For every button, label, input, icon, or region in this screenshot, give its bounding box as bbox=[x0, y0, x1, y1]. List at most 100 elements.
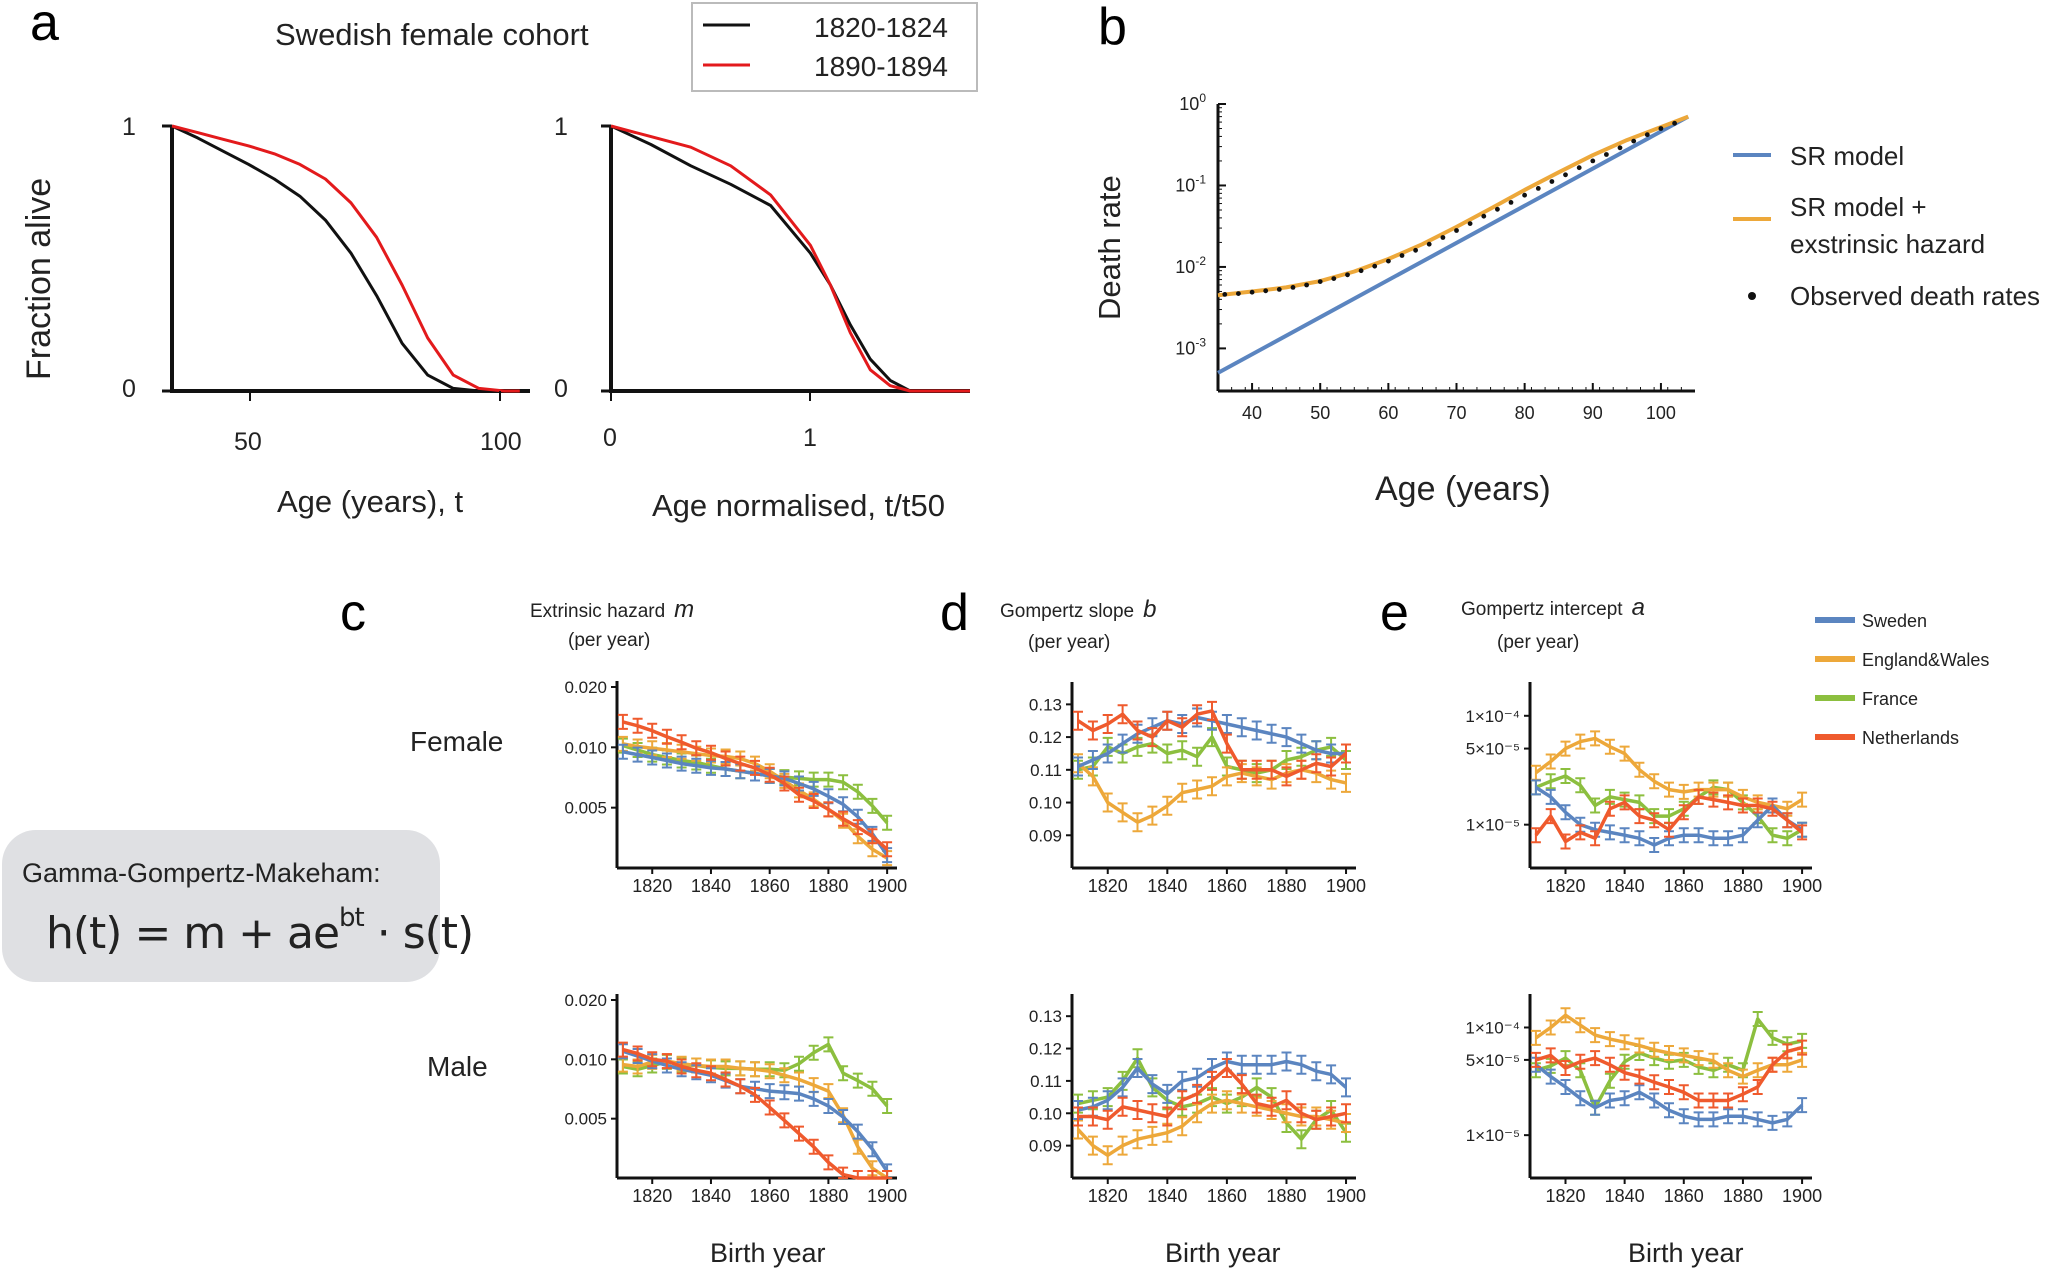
e-female-errorbar-Netherlands bbox=[1782, 812, 1793, 829]
c-female-errorbar-Netherlands bbox=[838, 810, 849, 827]
formula-sup: bt bbox=[339, 903, 365, 934]
e-female-errorbar-England&Wales bbox=[1545, 753, 1556, 770]
b-xtick-label-60: 60 bbox=[1378, 403, 1398, 423]
e-female-errorbar-Netherlands bbox=[1693, 788, 1704, 805]
e-male-series-England&Wales bbox=[1530, 1007, 1808, 1085]
b-observed-point bbox=[1331, 276, 1337, 281]
e-male-errorbar-England&Wales bbox=[1530, 1029, 1541, 1046]
panel-a-right-ytick-0: 0 bbox=[554, 375, 568, 403]
birth-year-label-e: Birth year bbox=[1628, 1238, 1744, 1268]
e-female-ytick-label-1: 5×10⁻⁵ bbox=[1466, 740, 1520, 759]
d-female-errorbar-England&Wales bbox=[1207, 776, 1217, 797]
d-female-errorbar-Netherlands bbox=[1221, 733, 1232, 754]
c-male-errorbar-France bbox=[852, 1072, 863, 1089]
d-female-errorbar-France bbox=[1177, 740, 1188, 761]
panel-a-left-xtick-50: 50 bbox=[234, 428, 262, 456]
panel-a-title: Swedish female cohort bbox=[275, 17, 589, 52]
panel-a-right-xtick-0: 0 bbox=[603, 424, 617, 452]
b-observed-point bbox=[1290, 285, 1296, 290]
b-line-sr-model bbox=[1217, 114, 1690, 375]
d-female-errorbar-England&Wales bbox=[1177, 782, 1188, 803]
b-observed-point bbox=[1590, 158, 1596, 164]
e-female-errorbar-Netherlands bbox=[1708, 791, 1719, 808]
header-d-text: Gompertz slope bbox=[1000, 601, 1134, 622]
d-female-errorbar-Netherlands bbox=[1236, 759, 1247, 780]
panel-letter-a: a bbox=[30, 0, 59, 52]
c-male-xtick-label-1820: 1820 bbox=[632, 1186, 672, 1206]
b-observed-point bbox=[1631, 138, 1637, 144]
d-male-series-Sweden bbox=[1073, 1051, 1351, 1120]
c-male-ytick-label-1: 0.010 bbox=[564, 1050, 607, 1069]
e-female-errorbar-Sweden bbox=[1560, 804, 1571, 821]
b-observed-point bbox=[1304, 282, 1309, 288]
a-left-line-1890-1894 bbox=[171, 124, 520, 393]
e-male-errorbar-Sweden bbox=[1619, 1090, 1630, 1107]
d-male-errorbar-England&Wales bbox=[1177, 1116, 1188, 1137]
e-female-errorbar-Netherlands bbox=[1678, 804, 1689, 821]
d-female-errorbar-Sweden bbox=[1073, 756, 1083, 777]
d-female-errorbar-Netherlands bbox=[1073, 710, 1083, 731]
e-male-errorbar-Sweden bbox=[1590, 1099, 1601, 1116]
e-female-errorbar-England&Wales bbox=[1575, 733, 1586, 750]
a-right-line-1820-1824 bbox=[610, 124, 970, 393]
c-female-ytick-label-0: 0.005 bbox=[564, 799, 607, 818]
c-female-errorbar-Netherlands bbox=[867, 828, 878, 845]
b-xtick-label-50: 50 bbox=[1310, 403, 1330, 423]
c-female-errorbar-Netherlands bbox=[647, 722, 658, 739]
d-female-errorbar-Netherlands bbox=[1326, 756, 1337, 777]
e-female-errorbar-England&Wales bbox=[1678, 783, 1689, 800]
e-male-errorbar-Netherlands bbox=[1782, 1043, 1793, 1060]
e-female-errorbar-Sweden bbox=[1693, 827, 1704, 844]
c-male-series-Netherlands bbox=[617, 1041, 893, 1180]
c-male-errorbar-Sweden bbox=[779, 1084, 790, 1101]
c-female-errorbar-Netherlands bbox=[764, 766, 775, 783]
b-observed-point bbox=[1386, 258, 1391, 264]
d-female-errorbar-Netherlands bbox=[1147, 727, 1158, 748]
c-male-errorbar-Sweden bbox=[794, 1085, 804, 1102]
d-female-errorbar-France bbox=[1162, 743, 1173, 764]
panel-a-left-xlabel: Age (years), t bbox=[277, 484, 463, 519]
e-male-errorbar-Sweden bbox=[1634, 1084, 1645, 1101]
d-female-errorbar-Netherlands bbox=[1087, 720, 1098, 741]
c-female-errorbar-Netherlands bbox=[794, 786, 804, 803]
e-female-errorbar-Sweden bbox=[1649, 837, 1660, 853]
e-male-errorbar-Netherlands bbox=[1752, 1079, 1763, 1095]
d-female-errorbar-Netherlands bbox=[1102, 714, 1113, 734]
c-male-errorbar-France bbox=[867, 1080, 878, 1097]
e-female-errorbar-Netherlands bbox=[1530, 827, 1541, 844]
panel-a-left-xlabel-text: Age (years), t bbox=[277, 484, 463, 519]
d-female-ytick-label-1: 0.10 bbox=[1029, 794, 1062, 813]
d-female-errorbar-Netherlands bbox=[1311, 753, 1322, 774]
b-observed-point bbox=[1563, 172, 1568, 178]
e-female-errorbar-Sweden bbox=[1530, 779, 1541, 796]
c-female-errorbar-Sweden bbox=[706, 759, 716, 776]
b-observed-point bbox=[1549, 179, 1555, 184]
e-female-xtick-label-1900: 1900 bbox=[1782, 876, 1822, 896]
e-female-xtick-label-1820: 1820 bbox=[1545, 876, 1585, 896]
c-male-xtick-label-1880: 1880 bbox=[808, 1186, 848, 1206]
e-male-errorbar-England&Wales bbox=[1604, 1031, 1615, 1048]
e-male-errorbar-England&Wales bbox=[1545, 1019, 1556, 1036]
d-male-errorbar-Sweden bbox=[1266, 1054, 1277, 1075]
d-female-errorbar-Sweden bbox=[1296, 733, 1307, 754]
e-male-errorbar-Netherlands bbox=[1693, 1092, 1704, 1109]
d-male-errorbar-Netherlands bbox=[1236, 1074, 1247, 1095]
c-female-xtick-label-1820: 1820 bbox=[632, 876, 672, 896]
c-male-errorbar-Netherlands bbox=[852, 1170, 863, 1179]
d-male-errorbar-Netherlands bbox=[1207, 1070, 1217, 1091]
e-female-errorbar-Netherlands bbox=[1767, 800, 1778, 817]
c-female-errorbar-Netherlands bbox=[676, 734, 687, 751]
d-female-xtick-label-1820: 1820 bbox=[1088, 876, 1128, 896]
b-observed-point bbox=[1672, 120, 1677, 126]
d-male-ytick-label-4: 0.13 bbox=[1029, 1007, 1062, 1026]
a-left-line-1820-1824 bbox=[171, 124, 505, 393]
panel-letter-d: d bbox=[940, 584, 969, 642]
d-male-errorbar-Sweden bbox=[1236, 1054, 1247, 1075]
d-female-errorbar-England&Wales bbox=[1341, 772, 1351, 793]
b-ytick-label-0: 10-3 bbox=[1175, 335, 1206, 358]
panel-a-legend-box bbox=[691, 2, 978, 92]
e-male-errorbar-Sweden bbox=[1693, 1111, 1704, 1128]
e-female-errorbar-England&Wales bbox=[1590, 730, 1601, 747]
c-male-xtick-label-1840: 1840 bbox=[691, 1186, 731, 1206]
